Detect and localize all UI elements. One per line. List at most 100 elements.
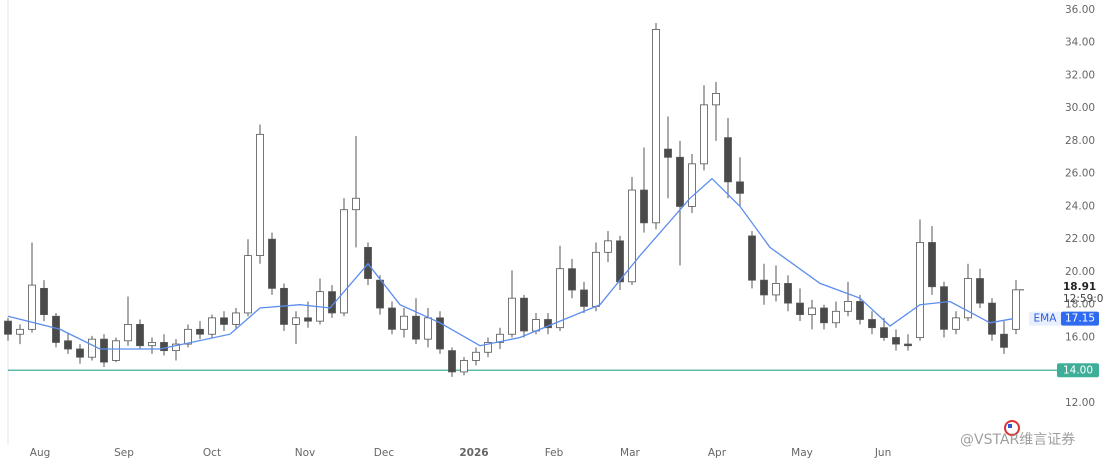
candle-body (724, 137, 732, 183)
candle-body (544, 319, 552, 329)
candle-body (208, 317, 216, 335)
hline-tag-bg (1057, 363, 1099, 378)
candle-body (244, 255, 252, 314)
y-tick-label: 30.00 (1065, 102, 1095, 114)
candle-body (520, 297, 528, 332)
candle-body (64, 340, 72, 350)
candle-body (916, 242, 924, 338)
candle-body (748, 235, 756, 281)
candle-body (760, 279, 768, 296)
candle-body (112, 340, 120, 361)
candle-body (928, 242, 936, 288)
candle-body (88, 338, 96, 358)
candle-body (352, 197, 360, 211)
ema-tag-bg (1029, 311, 1061, 326)
candle-body (940, 286, 948, 330)
y-tick-label: 28.00 (1065, 135, 1095, 147)
watermark: @VSTAR维言证券 (960, 432, 1075, 448)
candle-body (304, 317, 312, 322)
candle-body (4, 320, 12, 335)
y-tick-label: 34.00 (1065, 37, 1095, 49)
candle-body (640, 189, 648, 224)
candle-body (736, 181, 744, 194)
candle-body (40, 287, 48, 315)
x-tick-label: Oct (203, 447, 221, 459)
x-tick-label: 2026 (459, 447, 488, 459)
candle-body (700, 104, 708, 165)
y-tick-label: 36.00 (1065, 4, 1095, 16)
x-tick-label: Nov (295, 447, 316, 459)
candle-body (100, 338, 108, 363)
candle-body (232, 312, 240, 325)
candle-body (160, 342, 168, 352)
y-tick-label: 26.00 (1065, 168, 1095, 180)
candle-body (664, 148, 672, 158)
y-tick-label: 18.00 (1065, 299, 1095, 311)
candle-body (124, 324, 132, 342)
y-tick-label: 24.00 (1065, 200, 1095, 212)
candle-body (136, 324, 144, 347)
x-tick-label: Mar (620, 447, 640, 459)
candle-body (688, 163, 696, 207)
candle-body (424, 317, 432, 340)
candle-body (832, 310, 840, 324)
candle-body (820, 307, 828, 324)
candle-body (784, 283, 792, 304)
last-price-label: 18.91 (1063, 281, 1096, 293)
y-tick-label: 20.00 (1065, 266, 1095, 278)
candle-body (256, 133, 264, 256)
logo-part (1008, 424, 1012, 428)
y-tick-label: 22.00 (1065, 233, 1095, 245)
candle-body (604, 240, 612, 253)
x-tick-label: Feb (545, 447, 564, 459)
x-tick-label: May (791, 447, 813, 459)
candle-body (772, 283, 780, 296)
candle-body (172, 343, 180, 352)
candle-body (76, 348, 84, 358)
candle-body (448, 350, 456, 373)
x-tick-label: Apr (708, 447, 727, 459)
candle-body (976, 278, 984, 304)
candle-body (880, 327, 888, 338)
candle-body (952, 317, 960, 330)
hline-tag-label: 14.00 (1063, 364, 1093, 376)
candle-body (484, 342, 492, 353)
candle-body (340, 209, 348, 314)
candle-body (868, 319, 876, 329)
candle-body (184, 328, 192, 345)
candle-body (400, 315, 408, 330)
candle-body (844, 301, 852, 312)
x-tick-label: Dec (374, 447, 395, 459)
candle-body (460, 360, 468, 373)
candle-body (988, 302, 996, 335)
candle-body (568, 268, 576, 291)
candle-body (436, 317, 444, 350)
candle-body (808, 307, 816, 315)
candle-body (964, 278, 972, 319)
y-tick-label: 16.00 (1065, 332, 1095, 344)
countdown-label: 12:59:0 (1063, 293, 1103, 305)
x-tick-label: Sep (114, 447, 134, 459)
candle-body (592, 251, 600, 307)
ema-tag-value-bg (1061, 311, 1099, 326)
candle-body (496, 333, 504, 343)
candle-body (628, 189, 636, 283)
candle-body (268, 238, 276, 289)
candle-body (472, 351, 480, 361)
plot: 12.00 14.00 16.00 18.00 20.00 22.00 24.00 26.00… (4, 4, 1095, 459)
candle-body (412, 315, 420, 340)
candle-body (388, 307, 396, 330)
candle-body (676, 156, 684, 207)
candle-body (652, 29, 660, 224)
candle-body (28, 284, 36, 330)
candle-body (292, 317, 300, 325)
ema-tag-value: 17.15 (1065, 313, 1095, 325)
candle-body (1012, 289, 1020, 330)
candle-body (148, 342, 156, 347)
candle-body (196, 328, 204, 335)
y-tick-label: 32.00 (1065, 69, 1095, 81)
y-tick-label: 12.00 (1065, 397, 1095, 409)
